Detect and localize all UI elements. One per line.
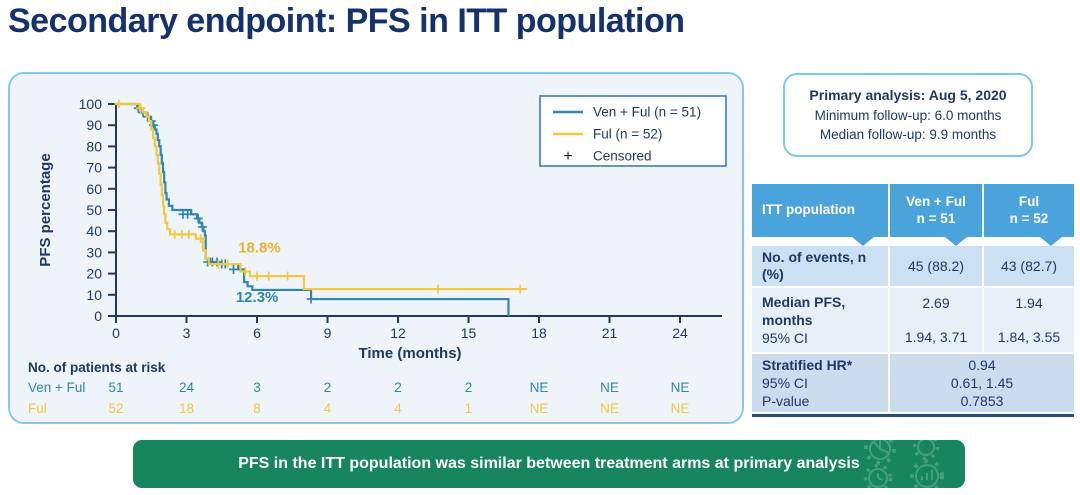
analysis-line-3: Median follow-up: 9.9 months <box>819 127 997 143</box>
risk-value: NE <box>530 401 549 416</box>
row-events-label: No. of events, n (%) <box>752 246 888 286</box>
km-chart-panel: 0 10 20 30 40 50 60 70 80 90 100 0 3 6 9 12 15 18 21 24 PFS … <box>8 72 744 424</box>
conclusion-text: PFS in the ITT population was similar be… <box>238 455 860 472</box>
svg-text:Ful (n = 52): Ful (n = 52) <box>593 127 662 142</box>
axes <box>108 103 722 323</box>
svg-text:6: 6 <box>253 325 261 341</box>
row-events-venful: 45 (88.2) <box>890 246 982 286</box>
svg-text:20: 20 <box>86 266 102 282</box>
notch-icon <box>945 237 967 246</box>
svg-text:9: 9 <box>324 325 332 341</box>
risk-value: NE <box>600 401 619 416</box>
gears-decoration <box>863 440 944 488</box>
analysis-line-1: Primary analysis: Aug 5, 2020 <box>809 87 1007 104</box>
svg-text:24: 24 <box>672 325 688 341</box>
table-body: No. of events, n (%) 45 (88.2) 43 (82.7)… <box>752 246 1074 412</box>
header-ful: Ful n = 52 <box>984 184 1074 237</box>
gear-clock-icon <box>863 463 893 488</box>
svg-text:30: 30 <box>86 244 102 260</box>
header-itt-population: ITT population <box>752 184 888 237</box>
primary-analysis-box: Primary analysis: Aug 5, 2020 Minimum fo… <box>783 73 1033 157</box>
risk-value: 51 <box>108 380 123 395</box>
notch-icon <box>1040 237 1062 246</box>
risk-value: 8 <box>253 401 261 416</box>
km-curve-ful <box>114 99 528 294</box>
risk-value: NE <box>530 380 549 395</box>
risk-value: NE <box>600 380 619 395</box>
risk-row-label: Ful <box>28 401 47 416</box>
svg-text:50: 50 <box>86 202 102 218</box>
risk-value: 3 <box>253 380 261 395</box>
risk-table-title: No. of patients at risk <box>28 360 166 375</box>
svg-text:10: 10 <box>86 287 102 303</box>
gear-pie-chart-icon <box>864 440 896 465</box>
page-title: Secondary endpoint: PFS in ITT populatio… <box>8 2 685 40</box>
svg-text:21: 21 <box>602 325 618 341</box>
km-curve-ven-ful <box>116 102 510 316</box>
svg-text:60: 60 <box>86 181 102 197</box>
row-medianpfs-ful: 1.94 1.84, 3.55 <box>984 288 1074 352</box>
svg-text:80: 80 <box>86 138 102 154</box>
row-hr-values: 0.94 0.61, 1.45 0.7853 <box>890 354 1074 412</box>
svg-text:3: 3 <box>183 325 191 341</box>
legend: Ven + Ful (n = 51) Ful (n = 52) + Censored <box>539 95 727 167</box>
analysis-line-2: Minimum follow-up: 6.0 months <box>814 107 1002 123</box>
risk-value: 2 <box>324 380 332 395</box>
censor-marks-ful <box>114 99 525 294</box>
itt-results-table: ITT population Ven + Ful n = 51 Ful n = … <box>752 184 1074 417</box>
risk-row-label: Ven + Ful <box>28 380 85 395</box>
svg-text:15: 15 <box>461 325 477 341</box>
conclusion-banner: PFS in the ITT population was similar be… <box>133 440 965 488</box>
row-medianpfs-venful: 2.69 1.94, 3.71 <box>890 288 982 352</box>
svg-text:70: 70 <box>86 160 102 176</box>
rate-annotation-1: 12.3% <box>236 289 279 306</box>
risk-value: 2 <box>394 380 402 395</box>
svg-text:18: 18 <box>531 325 547 341</box>
risk-value: NE <box>671 401 690 416</box>
x-axis-title: Time (months) <box>358 345 461 362</box>
risk-value: 1 <box>465 401 473 416</box>
notch-icon <box>852 237 874 246</box>
risk-value: 18 <box>179 401 194 416</box>
risk-value: 52 <box>108 401 123 416</box>
header-ven-ful: Ven + Ful n = 51 <box>890 184 982 237</box>
risk-value: 2 <box>465 380 473 395</box>
svg-text:Censored: Censored <box>593 149 652 164</box>
row-medianpfs-label: Median PFS, months 95% CI <box>752 288 888 352</box>
censored-plus-icon: + <box>563 148 572 165</box>
header-notches <box>752 237 1074 246</box>
svg-text:90: 90 <box>86 117 102 133</box>
risk-value: 24 <box>179 380 195 395</box>
risk-value: 4 <box>394 401 402 416</box>
gear-bar-chart-icon <box>910 459 944 488</box>
svg-text:12: 12 <box>390 325 406 341</box>
risk-value: NE <box>671 380 690 395</box>
row-hr-label: Stratified HR* 95% CI P-value <box>752 354 888 412</box>
svg-text:Ven + Ful (n = 51): Ven + Ful (n = 51) <box>593 105 701 120</box>
table-bottom-border <box>752 414 1074 417</box>
gear-icon <box>912 440 940 461</box>
risk-value: 4 <box>324 401 332 416</box>
row-events-ful: 43 (82.7) <box>984 246 1074 286</box>
table-header-row: ITT population Ven + Ful n = 51 Ful n = … <box>752 184 1074 237</box>
svg-text:40: 40 <box>86 223 102 239</box>
svg-text:0: 0 <box>94 308 102 324</box>
rate-annotation-0: 18.8% <box>238 239 281 256</box>
svg-text:0: 0 <box>112 325 120 341</box>
svg-text:100: 100 <box>79 96 103 112</box>
tick-labels: 0 10 20 30 40 50 60 70 80 90 100 0 3 6 9 12 15 18 21 24 <box>79 96 688 341</box>
y-axis-title: PFS percentage <box>37 153 54 266</box>
